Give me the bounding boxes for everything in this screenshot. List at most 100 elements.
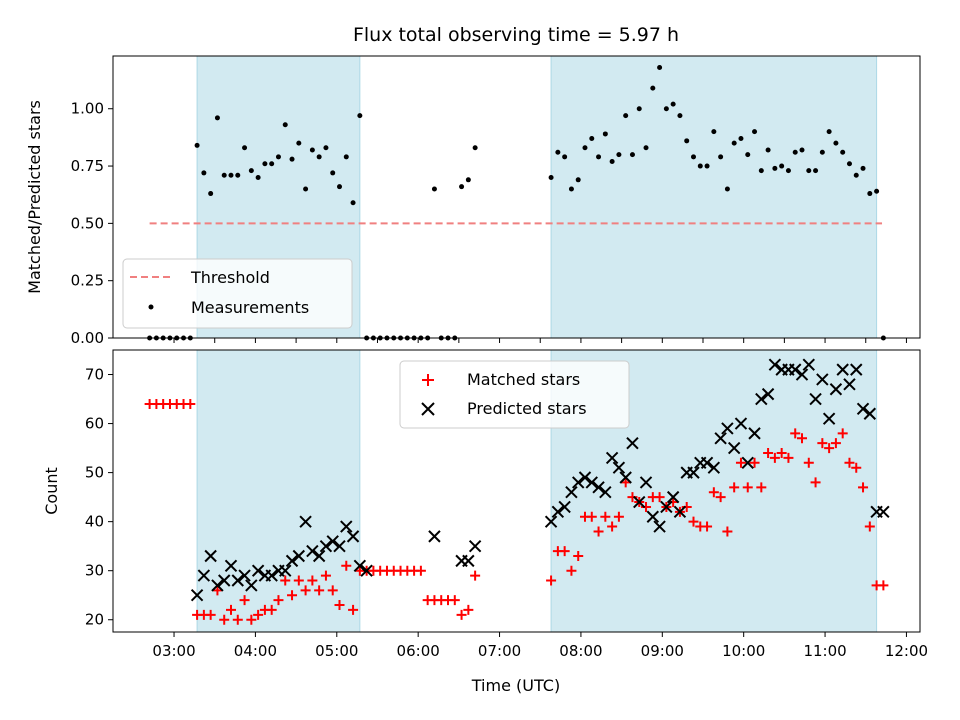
measurements-point <box>690 154 696 160</box>
predicted-stars-point <box>639 476 653 489</box>
shaded-region-1 <box>196 349 361 633</box>
predicted-stars-point <box>333 539 346 553</box>
predicted-stars-point <box>822 412 836 425</box>
y-tick-label: 40 <box>85 513 104 531</box>
measurements-point <box>629 152 635 158</box>
x-tick-label: 10:00 <box>722 642 765 660</box>
matched-stars-point <box>559 546 570 557</box>
measurements-point <box>596 154 602 160</box>
y-tick-label: 20 <box>85 611 104 629</box>
measurements-point <box>806 168 812 174</box>
measurements-point <box>214 115 220 121</box>
predicted-stars-point <box>850 363 863 376</box>
predicted-stars-point <box>653 520 666 533</box>
bottom-x-ticks: 03:00 04:00 05:00 06:00 07:00 08:00 09:00 10:00… <box>152 632 928 660</box>
predicted-stars-point <box>619 471 632 484</box>
predicted-stars-point <box>346 530 360 543</box>
matched-stars-point <box>307 575 318 586</box>
measurements-point <box>262 161 268 167</box>
predicted-stars-point <box>319 539 333 553</box>
measurements-point <box>465 177 471 183</box>
predicted-stars-point <box>666 490 680 504</box>
predicted-stars-point <box>340 520 353 533</box>
matched-stars-point <box>729 482 740 493</box>
y-tick-label: 0.25 <box>71 272 104 290</box>
measurements-point <box>711 129 717 135</box>
matched-stars-point <box>300 585 311 596</box>
predicted-stars-point <box>714 432 727 445</box>
predicted-stars-point <box>462 554 475 568</box>
matched-stars-point <box>702 521 713 532</box>
matched-stars-point <box>654 492 665 503</box>
measurements-point <box>296 140 302 146</box>
measurements-point <box>255 175 261 181</box>
predicted-stars-point <box>856 402 870 416</box>
matched-stars-point <box>334 600 345 611</box>
matched-stars-point <box>756 482 767 493</box>
matched-stars-point <box>715 492 726 503</box>
measurements-point <box>867 191 873 197</box>
predicted-stars-point <box>299 515 312 528</box>
matched-stars-point <box>851 462 862 473</box>
measurements-point <box>704 163 710 169</box>
matched-stars-point <box>219 614 230 625</box>
matched-stars-point <box>769 452 780 463</box>
matched-stars-point <box>742 482 753 493</box>
matched-stars-point <box>790 428 801 439</box>
matched-stars-point <box>327 585 338 596</box>
matched-stars-point <box>293 575 304 586</box>
measurements-point <box>670 101 676 107</box>
matched-stars-point <box>681 501 692 512</box>
predicted-stars-point <box>204 549 217 563</box>
x-tick-label: 08:00 <box>559 642 602 660</box>
matched-stars-point <box>688 516 699 527</box>
top-panel: 0.00 0.25 0.50 0.75 1.00 Matched/Predicted s… <box>25 55 921 347</box>
measurements-point <box>194 142 200 148</box>
matched-stars-point <box>415 565 426 576</box>
matched-stars-point <box>573 550 584 561</box>
matched-stars-point <box>858 482 869 493</box>
measurements-point <box>833 140 839 146</box>
x-tick-label: 11:00 <box>803 642 846 660</box>
matched-stars-point <box>817 438 828 449</box>
y-tick-label: 0.75 <box>71 157 104 175</box>
matched-stars-point <box>566 565 577 576</box>
predicted-stars-point <box>231 574 244 587</box>
matched-stars-point <box>266 604 277 615</box>
matched-stars-point <box>708 487 719 498</box>
predicted-legend-swatch <box>421 402 435 416</box>
predicted-stars-point <box>190 589 204 602</box>
predicted-stars-point <box>789 363 802 376</box>
predicted-stars-point <box>572 476 585 489</box>
measurements-legend-swatch <box>148 304 154 310</box>
bottom-y-ticks: 20 30 40 50 60 70 <box>85 366 113 629</box>
matched-stars-point <box>239 595 250 606</box>
measurements-point <box>323 145 329 151</box>
measurements-point <box>650 85 656 91</box>
top-axes-frame <box>112 55 921 339</box>
predicted-legend-label: Predicted stars <box>467 399 587 418</box>
matched-stars-point <box>246 614 257 625</box>
matched-stars-point <box>341 560 352 571</box>
matched-stars-point <box>749 457 760 468</box>
measurements-point <box>208 191 214 197</box>
predicted-stars-point <box>768 358 782 371</box>
predicted-stars-point <box>727 441 741 455</box>
predicted-stars-point <box>802 358 815 371</box>
predicted-stars-point <box>353 559 367 572</box>
measurements-point <box>738 136 744 142</box>
matched-stars-point <box>810 477 821 488</box>
predicted-stars-point <box>612 461 626 474</box>
y-tick-label: 70 <box>85 366 104 384</box>
measurements-point <box>609 158 615 164</box>
measurements-point <box>663 106 669 112</box>
predicted-stars-point <box>360 564 373 577</box>
predicted-stars-point <box>265 569 278 582</box>
matched-stars-point <box>287 590 298 601</box>
predicted-stars-point <box>312 549 326 563</box>
measurements-point <box>785 168 791 174</box>
top-legend: Threshold Measurements <box>122 258 353 329</box>
y-tick-label: 0.50 <box>71 214 104 232</box>
matched-stars-point <box>449 595 460 606</box>
